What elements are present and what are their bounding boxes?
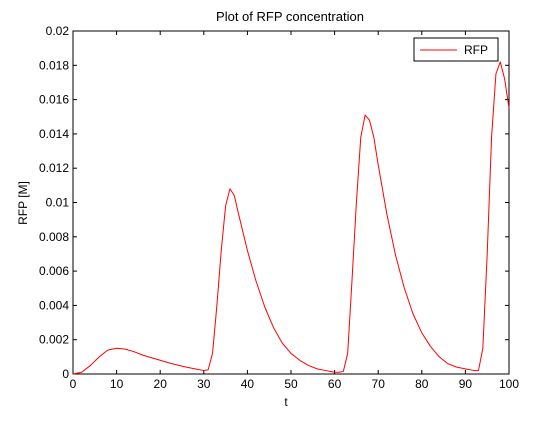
y-tick-label: 0.012 — [39, 161, 69, 175]
y-tick-label: 0.002 — [39, 333, 69, 347]
series-layer — [72, 61, 510, 375]
x-tick-label: 70 — [372, 377, 386, 391]
x-tick-label: 60 — [328, 377, 342, 391]
x-axis-label: t — [284, 395, 288, 409]
x-tick-label: 90 — [459, 377, 473, 391]
y-tick-label: 0 — [62, 367, 69, 381]
plot-area — [72, 30, 510, 375]
series-line-rfp — [72, 61, 510, 375]
x-tick-label: 40 — [241, 377, 255, 391]
y-axis-label: RFP [M] — [16, 181, 30, 225]
y-tick-label: 0.004 — [39, 298, 69, 312]
y-tick-label: 0.018 — [39, 58, 69, 72]
y-tick-label: 0.016 — [39, 93, 69, 107]
x-tick-label: 80 — [415, 377, 429, 391]
y-tick-label: 0.01 — [46, 196, 70, 210]
x-tick-label: 20 — [154, 377, 168, 391]
chart-title: Plot of RFP concentration — [216, 9, 364, 24]
y-tick-label: 0.014 — [39, 127, 69, 141]
legend-label-rfp: RFP — [464, 43, 488, 57]
x-tick-label: 10 — [110, 377, 124, 391]
y-axis: 0 0.002 0.004 0.006 0.008 0.01 0.012 0.014 0.016… — [39, 24, 509, 381]
x-axis: 0 10 20 30 40 50 60 70 80 90 100 — [70, 31, 519, 391]
x-tick-label: 0 — [70, 377, 77, 391]
x-tick-label: 50 — [284, 377, 298, 391]
x-tick-label: 30 — [197, 377, 211, 391]
y-tick-label: 0.008 — [39, 230, 69, 244]
legend: RFP — [413, 37, 499, 62]
y-tick-label: 0.006 — [39, 264, 69, 278]
y-tick-label: 0.02 — [46, 24, 70, 38]
x-tick-label: 100 — [499, 377, 519, 391]
